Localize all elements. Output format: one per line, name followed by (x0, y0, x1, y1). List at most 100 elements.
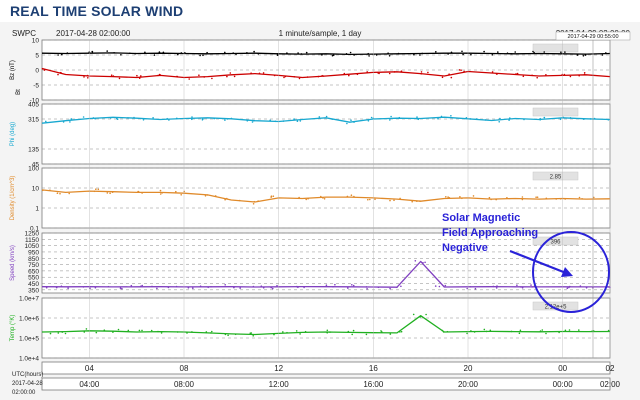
series-point (306, 76, 309, 78)
panel-phi: 405 315 135 45 Phi (deg) (10, 102, 611, 169)
series-point (438, 285, 441, 288)
series-point (369, 198, 371, 201)
series-point (539, 119, 541, 121)
series-point (444, 284, 447, 287)
series-point (253, 200, 256, 203)
series-point (356, 73, 359, 76)
series-point (276, 54, 279, 56)
annotation-arrow (509, 249, 567, 275)
series-line-bz-0 (41, 52, 611, 56)
series-point (531, 74, 533, 77)
series-point (460, 69, 462, 71)
series-point (205, 331, 208, 333)
series-point (61, 331, 64, 333)
series-point (389, 333, 392, 335)
x-axis: 04 04:00 08 08:00 12 12:00 16 16:00 20 20:00 00 00:… (12, 40, 621, 396)
y-tick-label: 1050 (25, 243, 40, 250)
series-point (57, 54, 59, 56)
series-point (545, 332, 547, 335)
y-tick-label: 950 (28, 249, 39, 256)
y-tick-label: 45 (32, 162, 40, 169)
series-point (473, 331, 476, 333)
series-point (270, 196, 273, 198)
series-point (61, 53, 63, 56)
latest-value-box (532, 301, 579, 311)
series-point (582, 55, 585, 57)
series-point (396, 286, 398, 289)
series-point (234, 333, 237, 336)
series-point (152, 117, 154, 119)
series-point (180, 52, 183, 54)
series-point (447, 196, 449, 198)
series-point (201, 119, 204, 121)
series-point (510, 53, 513, 55)
series-point (601, 54, 604, 56)
source-label: SWPC (12, 29, 36, 38)
series-point (578, 329, 580, 331)
x-axis-band-bottom (41, 377, 611, 391)
series-point (150, 329, 153, 332)
series-point (555, 198, 557, 200)
x-tick-top: 12 (274, 364, 283, 373)
y-tick-label: 405 (28, 102, 39, 109)
series-point (151, 285, 153, 288)
series-point (141, 284, 143, 287)
series-point (370, 116, 373, 119)
series-point (536, 76, 538, 79)
series-point (509, 117, 511, 119)
series-point (536, 196, 539, 198)
series-point (224, 284, 226, 286)
series-point (133, 116, 135, 119)
series-point (45, 120, 47, 123)
series-point (210, 332, 212, 334)
series-point (519, 329, 522, 332)
current-time-tooltip: 2017-04-29 00:55:00 (567, 34, 618, 40)
series-point (466, 332, 468, 335)
series-point (400, 330, 403, 333)
series-point (168, 119, 170, 121)
series-point (307, 197, 309, 200)
series-point (213, 117, 215, 120)
series-point (175, 285, 178, 288)
series-point (347, 287, 349, 289)
series-point (469, 118, 472, 120)
panel-frame (41, 167, 611, 229)
series-point (491, 71, 494, 73)
start-time-label: 2017-04-28 02:00:00 (56, 29, 131, 38)
series-point (284, 75, 287, 78)
series-point (57, 332, 60, 334)
series-point (397, 52, 400, 55)
series-point (389, 119, 391, 121)
series-point (458, 69, 461, 71)
series-point (349, 51, 352, 54)
series-point (366, 288, 368, 290)
series-point (390, 115, 392, 118)
series-point (543, 51, 545, 53)
series-point (246, 120, 249, 122)
series-point (296, 285, 298, 288)
series-point (462, 53, 464, 56)
series-point (441, 329, 444, 332)
series-point (490, 198, 492, 201)
series-point (156, 287, 158, 290)
series-point (93, 190, 96, 193)
series-point (233, 286, 235, 289)
series-point (107, 285, 110, 288)
y-tick-label: 135 (28, 147, 39, 154)
series-point (305, 198, 308, 201)
series-point (351, 333, 354, 336)
series-point (398, 116, 401, 119)
series-point (440, 115, 443, 118)
series-point (422, 262, 424, 264)
series-point (140, 285, 142, 288)
series-point (459, 196, 461, 198)
series-point (516, 72, 519, 75)
series-point (286, 52, 288, 54)
latest-value-box (532, 107, 579, 117)
x-axis-time-label: 02:00:00 (12, 390, 36, 396)
series-point (274, 120, 277, 123)
series-point (106, 192, 109, 194)
x-tick-top: 04 (85, 364, 94, 373)
series-point (521, 287, 524, 289)
